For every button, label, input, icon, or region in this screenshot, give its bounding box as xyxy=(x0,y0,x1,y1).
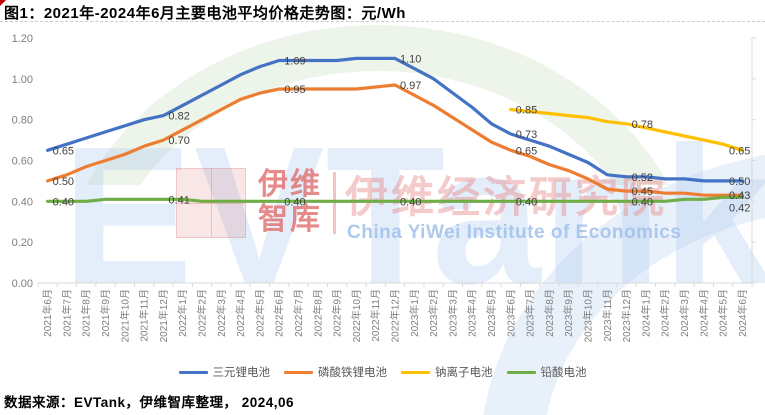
series-line-钠离子电池 xyxy=(509,107,745,152)
svg-text:2023年2月: 2023年2月 xyxy=(427,289,440,337)
chart-legend: 三元锂电池 磷酸铁锂电池 钠离子电池 铅酸电池 xyxy=(0,364,765,380)
svg-text:0.73: 0.73 xyxy=(516,129,537,141)
svg-text:2022年8月: 2022年8月 xyxy=(311,289,324,337)
svg-text:2022年10月: 2022年10月 xyxy=(350,289,363,342)
svg-text:0.40: 0.40 xyxy=(516,196,537,208)
svg-text:2022年5月: 2022年5月 xyxy=(253,289,266,337)
svg-text:2021年10月: 2021年10月 xyxy=(118,289,131,342)
svg-text:0.20: 0.20 xyxy=(12,237,33,249)
legend-label: 铅酸电池 xyxy=(540,367,587,379)
svg-text:0.41: 0.41 xyxy=(168,194,189,206)
axes xyxy=(37,37,756,287)
legend-item-lead-acid: 铅酸电池 xyxy=(506,364,587,380)
svg-text:0.50: 0.50 xyxy=(53,176,74,188)
svg-text:2021年9月: 2021年9月 xyxy=(99,289,112,337)
svg-text:0.65: 0.65 xyxy=(729,145,750,157)
svg-text:2022年7月: 2022年7月 xyxy=(292,289,305,337)
svg-text:2023年8月: 2023年8月 xyxy=(543,289,556,337)
svg-text:0.40: 0.40 xyxy=(632,196,653,208)
series-line-铅酸电池 xyxy=(45,195,745,203)
svg-text:0.60: 0.60 xyxy=(12,156,33,168)
x-axis-labels: 2021年6月 2021年7月 2021年8月 2021年9月 2021年10月 2021… xyxy=(41,289,749,342)
page-title: 图1：2021年-2024年6月主要电池平均价格走势图：元/Wh xyxy=(4,5,406,22)
svg-text:0.80: 0.80 xyxy=(12,115,33,127)
legend-label: 磷酸铁锂电池 xyxy=(318,367,387,379)
svg-text:2024年5月: 2024年5月 xyxy=(717,289,730,337)
svg-text:0.65: 0.65 xyxy=(516,145,537,157)
legend-item-ternary-lithium: 三元锂电池 xyxy=(178,364,271,380)
series-line-三元锂电池 xyxy=(45,56,745,183)
red-corner-marker xyxy=(0,0,6,6)
data-labels: 0.65 0.82 1.09 1.10 0.73 0.52 0.50 0.50 0.70 0.95… xyxy=(53,53,751,214)
svg-text:2022年12月: 2022年12月 xyxy=(389,289,402,342)
svg-text:2023年10月: 2023年10月 xyxy=(581,289,594,342)
svg-text:0.70: 0.70 xyxy=(168,135,189,147)
svg-text:2021年7月: 2021年7月 xyxy=(60,289,73,337)
svg-text:0.45: 0.45 xyxy=(632,186,653,198)
svg-text:2023年11月: 2023年11月 xyxy=(601,289,614,342)
svg-text:2022年6月: 2022年6月 xyxy=(273,289,286,337)
svg-text:2024年6月: 2024年6月 xyxy=(736,289,749,337)
svg-text:0.95: 0.95 xyxy=(284,84,305,96)
svg-text:2023年4月: 2023年4月 xyxy=(466,289,479,337)
data-source-note: 数据来源：EVTank，伊维智库整理， 2024,06 xyxy=(4,395,295,410)
svg-text:2021年11月: 2021年11月 xyxy=(138,289,151,342)
svg-text:2023年5月: 2023年5月 xyxy=(485,289,498,337)
svg-text:2024年3月: 2024年3月 xyxy=(678,289,691,337)
svg-text:0.00: 0.00 xyxy=(12,278,33,290)
legend-line-swatch xyxy=(506,370,536,374)
series-line-磷酸铁锂电池 xyxy=(45,83,745,197)
svg-text:0.85: 0.85 xyxy=(516,104,537,116)
svg-text:2024年1月: 2024年1月 xyxy=(639,289,652,337)
svg-text:0.52: 0.52 xyxy=(632,172,653,184)
svg-text:0.40: 0.40 xyxy=(53,196,74,208)
title-bar: 图1：2021年-2024年6月主要电池平均价格走势图：元/Wh xyxy=(0,0,765,22)
svg-text:2023年7月: 2023年7月 xyxy=(524,289,537,337)
svg-text:2021年12月: 2021年12月 xyxy=(157,289,170,342)
legend-item-lfp: 磷酸铁锂电池 xyxy=(284,364,387,380)
svg-text:0.40: 0.40 xyxy=(284,196,305,208)
svg-text:2023年1月: 2023年1月 xyxy=(408,289,421,337)
legend-line-swatch xyxy=(178,370,208,374)
svg-text:0.82: 0.82 xyxy=(168,111,189,123)
svg-text:2021年6月: 2021年6月 xyxy=(41,289,54,337)
svg-text:2022年2月: 2022年2月 xyxy=(196,289,209,337)
svg-text:2023年12月: 2023年12月 xyxy=(620,289,633,342)
svg-text:2022年1月: 2022年1月 xyxy=(176,289,189,337)
svg-text:1.20: 1.20 xyxy=(12,33,33,45)
svg-text:2022年3月: 2022年3月 xyxy=(215,289,228,337)
svg-text:2022年11月: 2022年11月 xyxy=(369,289,382,342)
svg-text:2023年3月: 2023年3月 xyxy=(446,289,459,337)
legend-item-sodium-ion: 钠离子电池 xyxy=(401,364,493,380)
svg-text:2022年4月: 2022年4月 xyxy=(234,289,247,337)
svg-text:2021年8月: 2021年8月 xyxy=(80,289,93,337)
svg-text:2024年2月: 2024年2月 xyxy=(659,289,672,337)
svg-text:2022年9月: 2022年9月 xyxy=(331,289,344,337)
svg-text:2023年6月: 2023年6月 xyxy=(504,289,517,337)
svg-text:0.40: 0.40 xyxy=(400,196,421,208)
svg-text:1.10: 1.10 xyxy=(400,53,421,65)
svg-text:0.42: 0.42 xyxy=(729,202,750,214)
svg-text:0.50: 0.50 xyxy=(729,176,750,188)
y-axis-labels: 0.00 0.20 0.40 0.60 0.80 1.00 1.20 xyxy=(12,33,33,290)
svg-text:0.97: 0.97 xyxy=(400,80,421,92)
legend-line-swatch xyxy=(401,370,430,374)
svg-text:2023年9月: 2023年9月 xyxy=(562,289,575,337)
svg-text:1.00: 1.00 xyxy=(12,74,33,86)
svg-text:2024年4月: 2024年4月 xyxy=(697,289,710,337)
svg-text:0.43: 0.43 xyxy=(729,190,750,202)
legend-label: 三元锂电池 xyxy=(212,367,271,379)
legend-label: 钠离子电池 xyxy=(435,367,493,379)
svg-text:0.40: 0.40 xyxy=(12,196,33,208)
legend-line-swatch xyxy=(284,370,313,374)
svg-text:1.09: 1.09 xyxy=(284,55,305,67)
svg-text:0.65: 0.65 xyxy=(53,145,74,157)
svg-text:0.78: 0.78 xyxy=(632,119,653,131)
